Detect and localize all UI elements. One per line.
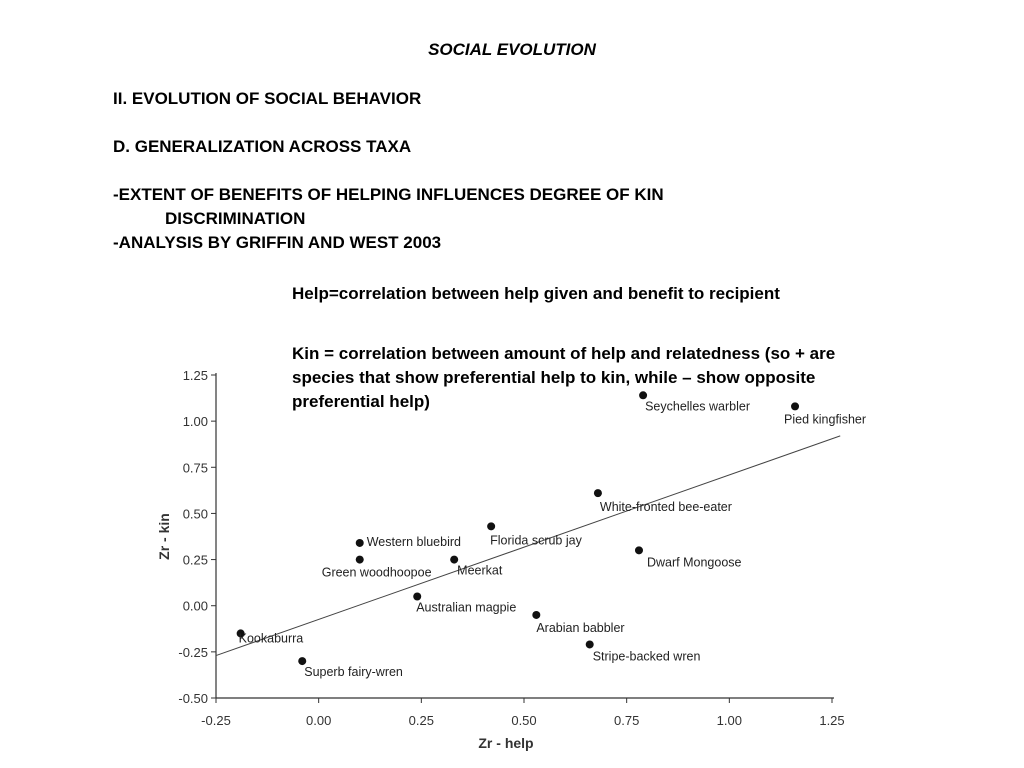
data-point (532, 610, 541, 619)
data-point (236, 629, 245, 638)
y-tick-label: 0.75 (183, 460, 208, 475)
data-point-label: Australian magpie (416, 600, 516, 614)
data-point (593, 489, 602, 498)
y-tick-label: -0.50 (178, 691, 208, 706)
data-point-label: Western bluebird (367, 535, 461, 549)
data-point (413, 592, 422, 601)
data-point-label: Florida scrub jay (490, 533, 582, 547)
slide-title: SOCIAL EVOLUTION (428, 40, 596, 59)
data-point-label: Dwarf Mongoose (647, 555, 742, 569)
data-point-label: Superb fairy-wren (304, 665, 403, 679)
note-kin-definition: Kin = correlation between amount of help… (292, 344, 836, 411)
data-point (355, 555, 364, 564)
x-axis-label: Zr - help (478, 735, 533, 751)
bullet-extent-of-benefits-continued: DISCRIMINATION (165, 209, 306, 228)
data-point (487, 522, 496, 531)
data-point-label: White-fronted bee-eater (600, 500, 732, 514)
data-point-label: Meerkat (457, 564, 503, 578)
bullet-extent-of-benefits: -EXTENT OF BENEFITS OF HELPING INFLUENCE… (113, 185, 664, 204)
trend-line (215, 435, 841, 657)
chart-axes: -0.25 0.00 0.25 0.50 0.75 1.00 1.25 1.25 1.00 0.7… (156, 368, 845, 751)
x-tick-label: 0.25 (409, 713, 434, 728)
data-points-group: Seychelles warbler Pied kingfisher White-f… (236, 391, 866, 679)
data-point-label: Pied kingfisher (784, 412, 866, 426)
data-point-label: Green woodhoopoe (322, 566, 432, 580)
data-point (634, 546, 643, 555)
data-point (450, 555, 459, 564)
x-tick-label: -0.25 (201, 713, 231, 728)
data-point-label: Kookaburra (239, 631, 304, 645)
y-tick-label: 0.50 (183, 506, 208, 521)
section-heading: II. EVOLUTION OF SOCIAL BEHAVIOR (113, 89, 422, 108)
data-point-label: Seychelles warbler (645, 399, 750, 413)
data-point (639, 391, 648, 400)
y-axis-label: Zr - kin (156, 513, 172, 560)
x-tick-label: 1.00 (717, 713, 742, 728)
data-point (585, 640, 594, 649)
data-point-label: Stripe-backed wren (593, 649, 701, 663)
x-tick-label: 0.00 (306, 713, 331, 728)
data-point (355, 538, 364, 547)
data-point (298, 657, 307, 666)
trend-line-group (215, 435, 841, 657)
y-tick-label: 1.25 (183, 368, 208, 383)
x-tick-label: 0.75 (614, 713, 639, 728)
x-tick-label: 1.25 (819, 713, 844, 728)
y-tick-label: -0.25 (178, 645, 208, 660)
x-tick-label: 0.50 (511, 713, 536, 728)
y-tick-label: 0.00 (183, 599, 208, 614)
subsection-heading: D. GENERALIZATION ACROSS TAXA (113, 137, 412, 156)
note-help-definition: Help=correlation between help given and … (292, 284, 780, 303)
bullet-griffin-west: -ANALYSIS BY GRIFFIN AND WEST 2003 (113, 233, 442, 252)
data-point-label: Arabian babbler (536, 621, 624, 635)
data-point (791, 402, 800, 411)
y-tick-label: 1.00 (183, 414, 208, 429)
y-tick-label: 0.25 (183, 553, 208, 568)
